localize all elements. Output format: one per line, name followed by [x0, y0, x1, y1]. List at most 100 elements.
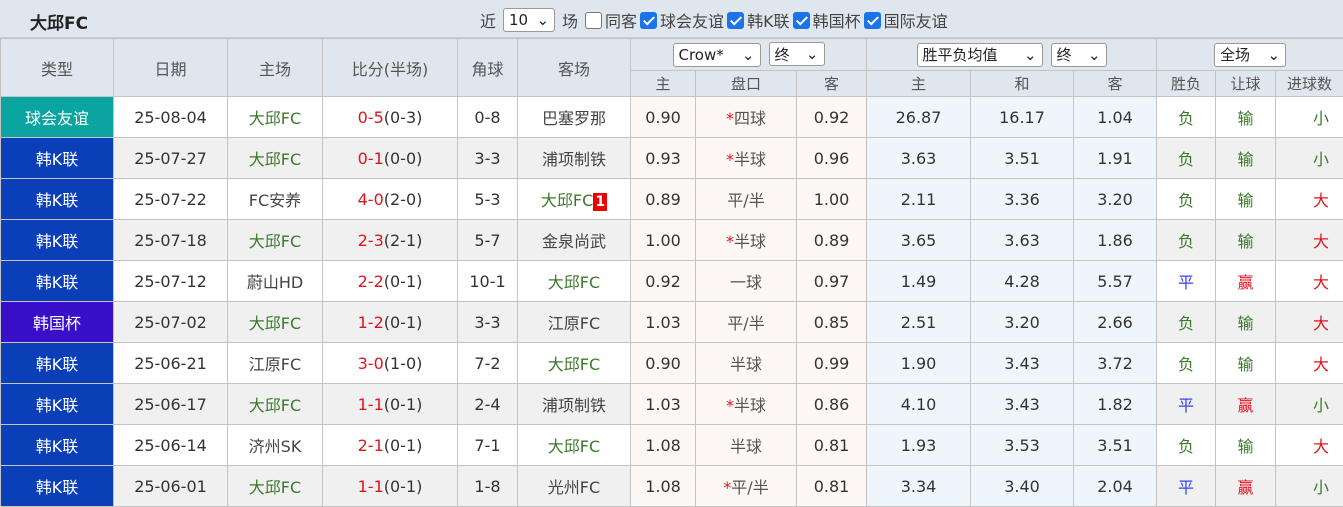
match-type[interactable]: 韩K联	[1, 179, 114, 220]
star-mark: *	[726, 150, 734, 169]
crow-away-odds: 0.97	[797, 261, 867, 302]
avg-draw-odds: 3.43	[971, 384, 1074, 425]
away-team[interactable]: 大邱FC	[518, 425, 631, 466]
header-date: 日期	[114, 39, 228, 97]
intl-friendly-checkbox[interactable]	[864, 12, 881, 29]
home-team[interactable]: 大邱FC	[228, 97, 323, 138]
match-row[interactable]: 韩K联 25-06-14 济州SK 2-1(0-1) 7-1 大邱FC 1.08…	[1, 425, 1343, 466]
avg-stage-value: 终	[1057, 44, 1072, 65]
avg-away-odds: 5.57	[1074, 261, 1157, 302]
team-name-text: 大邱FC	[249, 109, 301, 128]
crow-away-odds: 0.99	[797, 343, 867, 384]
score[interactable]: 1-1(0-1)	[323, 466, 458, 507]
match-date: 25-06-21	[114, 343, 228, 384]
full-time-score: 4-0	[358, 190, 384, 209]
home-team[interactable]: 大邱FC	[228, 466, 323, 507]
home-team[interactable]: 大邱FC	[228, 384, 323, 425]
match-type[interactable]: 韩K联	[1, 343, 114, 384]
score[interactable]: 0-5(0-3)	[323, 97, 458, 138]
score[interactable]: 2-3(2-1)	[323, 220, 458, 261]
match-type[interactable]: 球会友谊	[1, 97, 114, 138]
avg-home-odds: 1.49	[867, 261, 971, 302]
match-row[interactable]: 韩K联 25-06-21 江原FC 3-0(1-0) 7-2 大邱FC 0.90…	[1, 343, 1343, 384]
half-time-score: (2-1)	[384, 231, 423, 250]
score[interactable]: 0-1(0-0)	[323, 138, 458, 179]
away-team[interactable]: 大邱FC	[518, 261, 631, 302]
avg-away-odds: 2.04	[1074, 466, 1157, 507]
away-team[interactable]: 大邱FC	[518, 343, 631, 384]
match-row[interactable]: 韩国杯 25-07-02 大邱FC 1-2(0-1) 3-3 江原FC 1.03…	[1, 302, 1343, 343]
avg-draw-odds: 3.43	[971, 343, 1074, 384]
home-team[interactable]: 大邱FC	[228, 138, 323, 179]
avg-home-odds: 2.11	[867, 179, 971, 220]
team-name: 巴塞罗那	[542, 109, 606, 128]
home-team[interactable]: 大邱FC	[228, 220, 323, 261]
match-row[interactable]: 韩K联 25-07-27 大邱FC 0-1(0-0) 3-3 浦项制铁 0.93…	[1, 138, 1343, 179]
handicap-text: 平/半	[727, 191, 764, 210]
score[interactable]: 2-2(0-1)	[323, 261, 458, 302]
match-date: 25-08-04	[114, 97, 228, 138]
match-type[interactable]: 韩K联	[1, 384, 114, 425]
company-select[interactable]: Crow*⌄	[673, 43, 761, 67]
avg-select[interactable]: 胜平负均值⌄	[917, 43, 1043, 67]
header-handicap-group: Crow*⌄ 终⌄	[631, 39, 867, 71]
team-name: FC安养	[249, 191, 301, 210]
friendly-checkbox[interactable]	[640, 12, 657, 29]
home-team[interactable]: FC安养	[228, 179, 323, 220]
avg-stage-select[interactable]: 终⌄	[1051, 43, 1107, 67]
subheader-result: 胜负	[1157, 71, 1216, 97]
match-row[interactable]: 韩K联 25-07-18 大邱FC 2-3(2-1) 5-7 金泉尚武 1.00…	[1, 220, 1343, 261]
match-type[interactable]: 韩K联	[1, 466, 114, 507]
home-team[interactable]: 济州SK	[228, 425, 323, 466]
full-time-score: 3-0	[358, 354, 384, 373]
result: 负	[1157, 302, 1216, 343]
away-team[interactable]: 浦项制铁	[518, 138, 631, 179]
avg-home-odds: 1.90	[867, 343, 971, 384]
odds-stage-select[interactable]: 终⌄	[769, 42, 825, 66]
avg-away-odds: 2.66	[1074, 302, 1157, 343]
match-type[interactable]: 韩K联	[1, 138, 114, 179]
full-time-score: 0-5	[358, 108, 384, 127]
away-team[interactable]: 金泉尚武	[518, 220, 631, 261]
away-team[interactable]: 江原FC	[518, 302, 631, 343]
score[interactable]: 4-0(2-0)	[323, 179, 458, 220]
home-team[interactable]: 蔚山HD	[228, 261, 323, 302]
subheader-avg-draw: 和	[971, 71, 1074, 97]
home-team[interactable]: 大邱FC	[228, 302, 323, 343]
away-team[interactable]: 浦项制铁	[518, 384, 631, 425]
match-type[interactable]: 韩K联	[1, 220, 114, 261]
team-name-text: 大邱FC	[548, 273, 600, 292]
match-count-select[interactable]: 10⌄	[503, 8, 555, 32]
match-row[interactable]: 韩K联 25-06-17 大邱FC 1-1(0-1) 2-4 浦项制铁 1.03…	[1, 384, 1343, 425]
match-type[interactable]: 韩K联	[1, 261, 114, 302]
chevron-down-icon: ⌄	[536, 11, 549, 29]
corners: 5-7	[458, 220, 518, 261]
korea-cup-checkbox[interactable]	[793, 12, 810, 29]
same-home-away-checkbox[interactable]	[585, 12, 602, 29]
away-team[interactable]: 巴塞罗那	[518, 97, 631, 138]
handicap-line: 平/半	[696, 302, 797, 343]
score[interactable]: 2-1(0-1)	[323, 425, 458, 466]
crow-home-odds: 1.00	[631, 220, 696, 261]
score[interactable]: 1-1(0-1)	[323, 384, 458, 425]
scope-select[interactable]: 全场⌄	[1214, 43, 1286, 67]
full-time-score: 2-1	[358, 436, 384, 455]
handicap-line: 半球	[696, 343, 797, 384]
kleague-checkbox[interactable]	[727, 12, 744, 29]
away-team[interactable]: 光州FC	[518, 466, 631, 507]
match-type[interactable]: 韩国杯	[1, 302, 114, 343]
team-name: 大邱FC	[249, 109, 301, 128]
score[interactable]: 1-2(0-1)	[323, 302, 458, 343]
avg-home-odds: 26.87	[867, 97, 971, 138]
match-row[interactable]: 球会友谊 25-08-04 大邱FC 0-5(0-3) 0-8 巴塞罗那 0.9…	[1, 97, 1343, 138]
score[interactable]: 3-0(1-0)	[323, 343, 458, 384]
team-name-text: 大邱FC	[249, 396, 301, 415]
team-name: 大邱FC	[548, 437, 600, 456]
match-type[interactable]: 韩K联	[1, 425, 114, 466]
avg-home-odds: 2.51	[867, 302, 971, 343]
match-row[interactable]: 韩K联 25-07-12 蔚山HD 2-2(0-1) 10-1 大邱FC 0.9…	[1, 261, 1343, 302]
match-row[interactable]: 韩K联 25-06-01 大邱FC 1-1(0-1) 1-8 光州FC 1.08…	[1, 466, 1343, 507]
home-team[interactable]: 江原FC	[228, 343, 323, 384]
